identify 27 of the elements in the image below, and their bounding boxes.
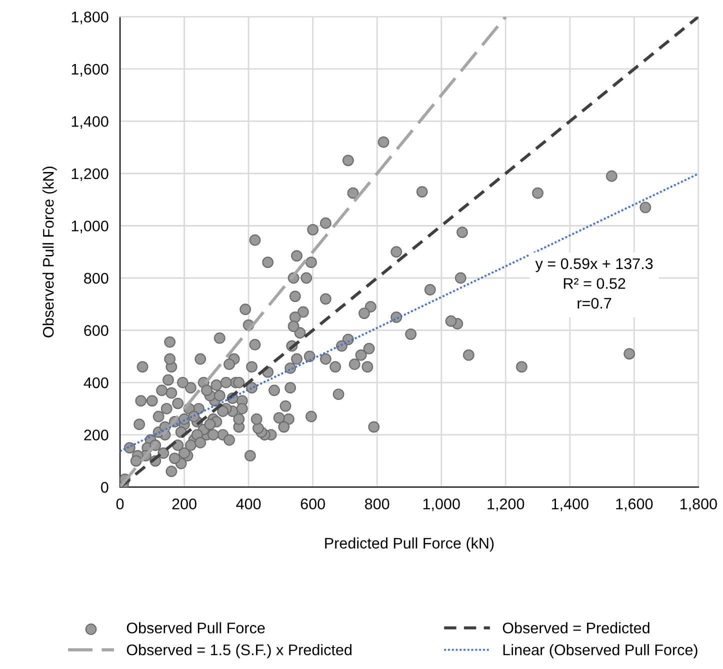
x-tick-label: 1,200 (488, 498, 524, 512)
y-tick-label: 1,000 (72, 220, 108, 234)
y-tick-label: 0 (101, 482, 108, 493)
y-tick-label: 1,200 (72, 168, 108, 181)
x-tick-label: 600 (300, 498, 325, 510)
x-tick-label: 1,400 (552, 498, 588, 512)
y-tick-label: 200 (84, 430, 108, 440)
x-tick-label: 1,600 (616, 498, 653, 512)
y-axis-title: Observed Pull Force (kN) (42, 166, 57, 338)
legend-label: Observed Pull Force (126, 622, 265, 634)
legend-label: Observed = Predicted (502, 622, 650, 634)
x-tick-label: 0 (116, 498, 124, 510)
x-axis-title: Predicted Pull Force (kN) (325, 537, 494, 552)
x-tick-label: 1,800 (680, 498, 717, 512)
y-tick-label: 600 (84, 325, 108, 336)
x-tick-label: 200 (172, 498, 196, 510)
y-tick-label: 1,800 (72, 12, 108, 24)
x-tick-label: 800 (365, 498, 390, 510)
x-tick-label: 400 (236, 498, 261, 510)
y-tick-label: 400 (84, 377, 108, 388)
y-tick-label: 1,400 (72, 116, 108, 129)
legend-label: Observed = 1.5 (S.F.) x Predicted (126, 644, 352, 658)
y-tick-label: 800 (84, 272, 108, 284)
x-tick-label: 1,000 (423, 498, 460, 512)
annotation: y = 0.59x + 137.3 R² = 0.52 r=0.7 (535, 258, 653, 309)
y-tick-label: 1,600 (72, 64, 108, 76)
legend-label: Linear (Observed Pull Force) (503, 644, 698, 658)
